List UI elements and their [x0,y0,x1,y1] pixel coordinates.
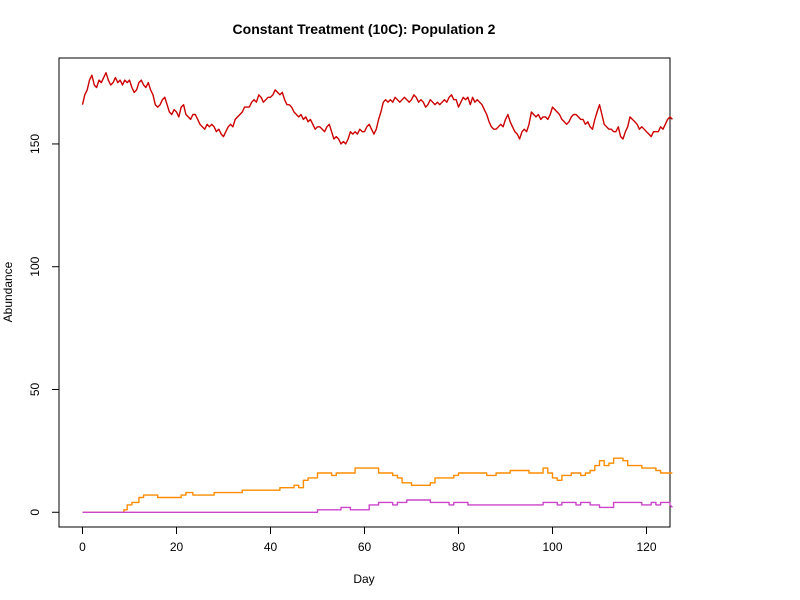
series-layer [81,71,673,513]
x-tick-label: 20 [170,540,184,554]
y-tick-label: 150 [28,134,42,154]
x-tick-label: 0 [79,540,86,554]
y-tick-label: 100 [28,256,42,276]
plot-frame [58,57,671,528]
x-axis: 0 20 40 60 80 100 120 [79,526,657,554]
x-tick-label: 100 [542,540,562,554]
x-tick-label: 80 [452,540,466,554]
y-axis: 0 50 100 150 [28,134,60,516]
y-tick-label: 0 [28,509,42,516]
chart-title: Constant Treatment (10C): Population 2 [233,21,496,37]
y-axis-label: Abundance [1,261,15,322]
x-tick-label: 120 [636,540,656,554]
x-tick-label: 60 [358,540,372,554]
y-tick-label: 50 [28,382,42,396]
series-line-3 [82,499,673,513]
series-line-1 [81,71,673,145]
x-axis-label: Day [353,572,374,586]
x-tick-label: 40 [264,540,278,554]
series-line-2 [82,457,673,513]
